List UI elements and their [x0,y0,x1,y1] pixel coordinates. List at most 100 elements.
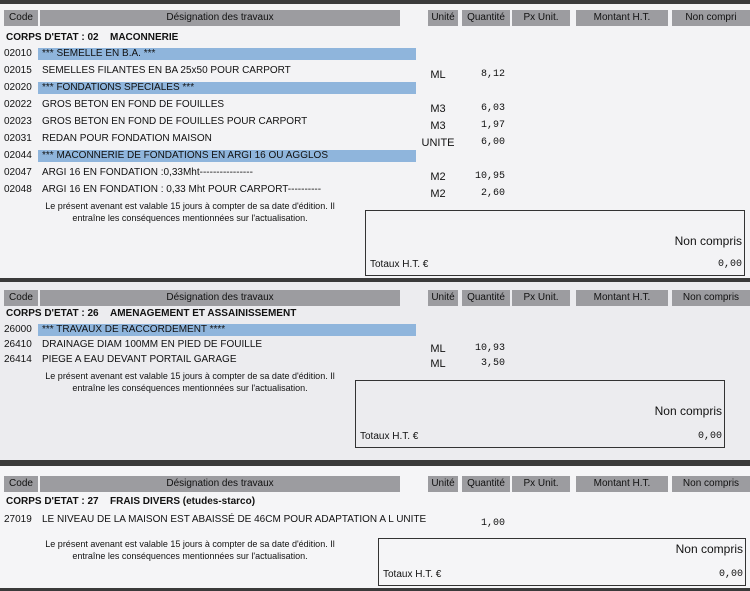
total-value: 0,00 [718,569,743,580]
section: Code Désignation des travaux Unité Quantité… [0,466,750,588]
corps-title: MACONNERIE [110,32,179,43]
header-cell [512,290,570,306]
corps-label: CORPS D'ETAT : 27 [6,496,99,507]
non-compris: Non compris [674,234,742,248]
header-label: Montant H.T. [593,292,651,303]
row-code: 02048 [4,184,32,195]
row-quantity: 3,50 [480,358,505,369]
validity-note: entraîne les conséquences mentionnées su… [72,383,308,393]
header-cell [576,476,668,492]
totals-box: Totaux H.T. € Non compris 0,00 [365,210,745,276]
non-compris: Non compris [654,404,722,418]
header-label: Quantité [467,478,505,489]
header-cell [428,290,458,306]
corps-title: FRAIS DIVERS (etudes-starco) [110,496,256,507]
highlight-bar [38,48,416,60]
row-code: 02047 [4,167,32,178]
corps-label: CORPS D'ETAT : 02 [6,32,99,43]
header-cell [4,10,38,26]
header-cell [428,476,458,492]
row-code: 26414 [4,354,32,365]
validity-note: Le présent avenant est valable 15 jours … [45,371,335,381]
row-quantity: 6,00 [480,137,505,148]
totals-label: Totaux H.T. € [360,431,419,442]
header-cell [40,10,400,26]
corps-title: AMENAGEMENT ET ASSAINISSEMENT [110,308,297,319]
row-code: 02031 [4,133,32,144]
row-unit: ML [430,69,446,81]
header-cell [512,476,570,492]
row-designation: GROS BETON EN FOND DE FOUILLES POUR CARP… [42,116,308,127]
row-code: 27019 [4,514,32,525]
row-code: 02044 [4,150,32,161]
header-cell [576,290,668,306]
header-label: Montant H.T. [593,478,651,489]
section: Code Désignation des travaux Unité Quantité… [0,4,750,278]
row-designation: *** SEMELLE EN B.A. *** [42,48,156,59]
row-designation: DRAINAGE DIAM 100MM EN PIED DE FOUILLE [42,339,263,350]
highlight-bar [38,150,416,162]
total-value: 0,00 [717,259,742,270]
header-cell [672,10,750,26]
row-designation: REDAN POUR FONDATION MAISON [42,133,212,144]
validity-note: entraîne les conséquences mentionnées su… [72,551,308,561]
row-designation: *** TRAVAUX DE RACCORDEMENT **** [42,324,226,335]
header-cell [462,476,510,492]
row-designation: GROS BETON EN FOND DE FOUILLES [42,99,225,110]
header-cell [672,476,750,492]
validity-note: Le présent avenant est valable 15 jours … [45,201,335,211]
header-cell [4,476,38,492]
header-label: Montant H.T. [593,12,651,23]
row-designation: ARGI 16 EN FONDATION : 0,33 Mht POUR CAR… [42,184,322,195]
validity-note: Le présent avenant est valable 15 jours … [45,539,335,549]
row-code: 02010 [4,48,32,59]
totals-box: Totaux H.T. € Non compris 0,00 [378,538,746,586]
row-unit: ML [430,358,446,370]
totals-label: Totaux H.T. € [383,569,442,580]
header-label: Quantité [467,12,505,23]
row-code: 26410 [4,339,32,350]
row-designation: ARGI 16 EN FONDATION :0,33Mht-----------… [42,167,253,178]
row-quantity: 10,95 [474,171,505,182]
row-unit: M3 [430,120,446,132]
header-cell [428,10,458,26]
corps-label: CORPS D'ETAT : 26 [6,308,99,319]
row-unit: M3 [430,103,446,115]
header-label: Unité [431,12,455,23]
header-cell [40,476,400,492]
row-quantity: 1,97 [480,120,505,131]
row-unit: UNITE [421,137,455,149]
row-code: 02020 [4,82,32,93]
header-label: Px Unit. [523,12,559,23]
row-code: 02015 [4,65,32,76]
section: Code Désignation des travaux Unité Quantité… [0,282,750,460]
header-label: Px Unit. [523,292,559,303]
header-label: Désignation des travaux [166,12,274,23]
header-cell [40,290,400,306]
header-label: Unité [431,292,455,303]
row-quantity: 2,60 [480,188,505,199]
non-compris: Non compris [675,542,743,556]
total-value: 0,00 [697,431,722,442]
header-label: Non compri [685,12,737,23]
row-designation: *** FONDATIONS SPECIALES *** [42,82,195,93]
row-designation: LE NIVEAU DE LA MAISON EST ABAISSÉ DE 46… [42,514,427,525]
row-unit: M2 [430,171,446,183]
header-cell [576,10,668,26]
row-code: 02023 [4,116,32,127]
header-cell [672,290,750,306]
header-cell [462,290,510,306]
header-cell [4,290,38,306]
header-label: Px Unit. [523,478,559,489]
row-designation: SEMELLES FILANTES EN BA 25x50 POUR CARPO… [42,65,291,76]
header-label: Code [9,292,33,303]
header-cell [512,10,570,26]
header-label: Non compris [682,478,740,489]
row-quantity: 1,00 [480,518,505,529]
row-quantity: 8,12 [480,69,505,80]
row-unit: M2 [430,188,446,200]
header-label: Unité [431,478,455,489]
header-label: Non compris [682,292,740,303]
header-label: Quantité [467,292,505,303]
